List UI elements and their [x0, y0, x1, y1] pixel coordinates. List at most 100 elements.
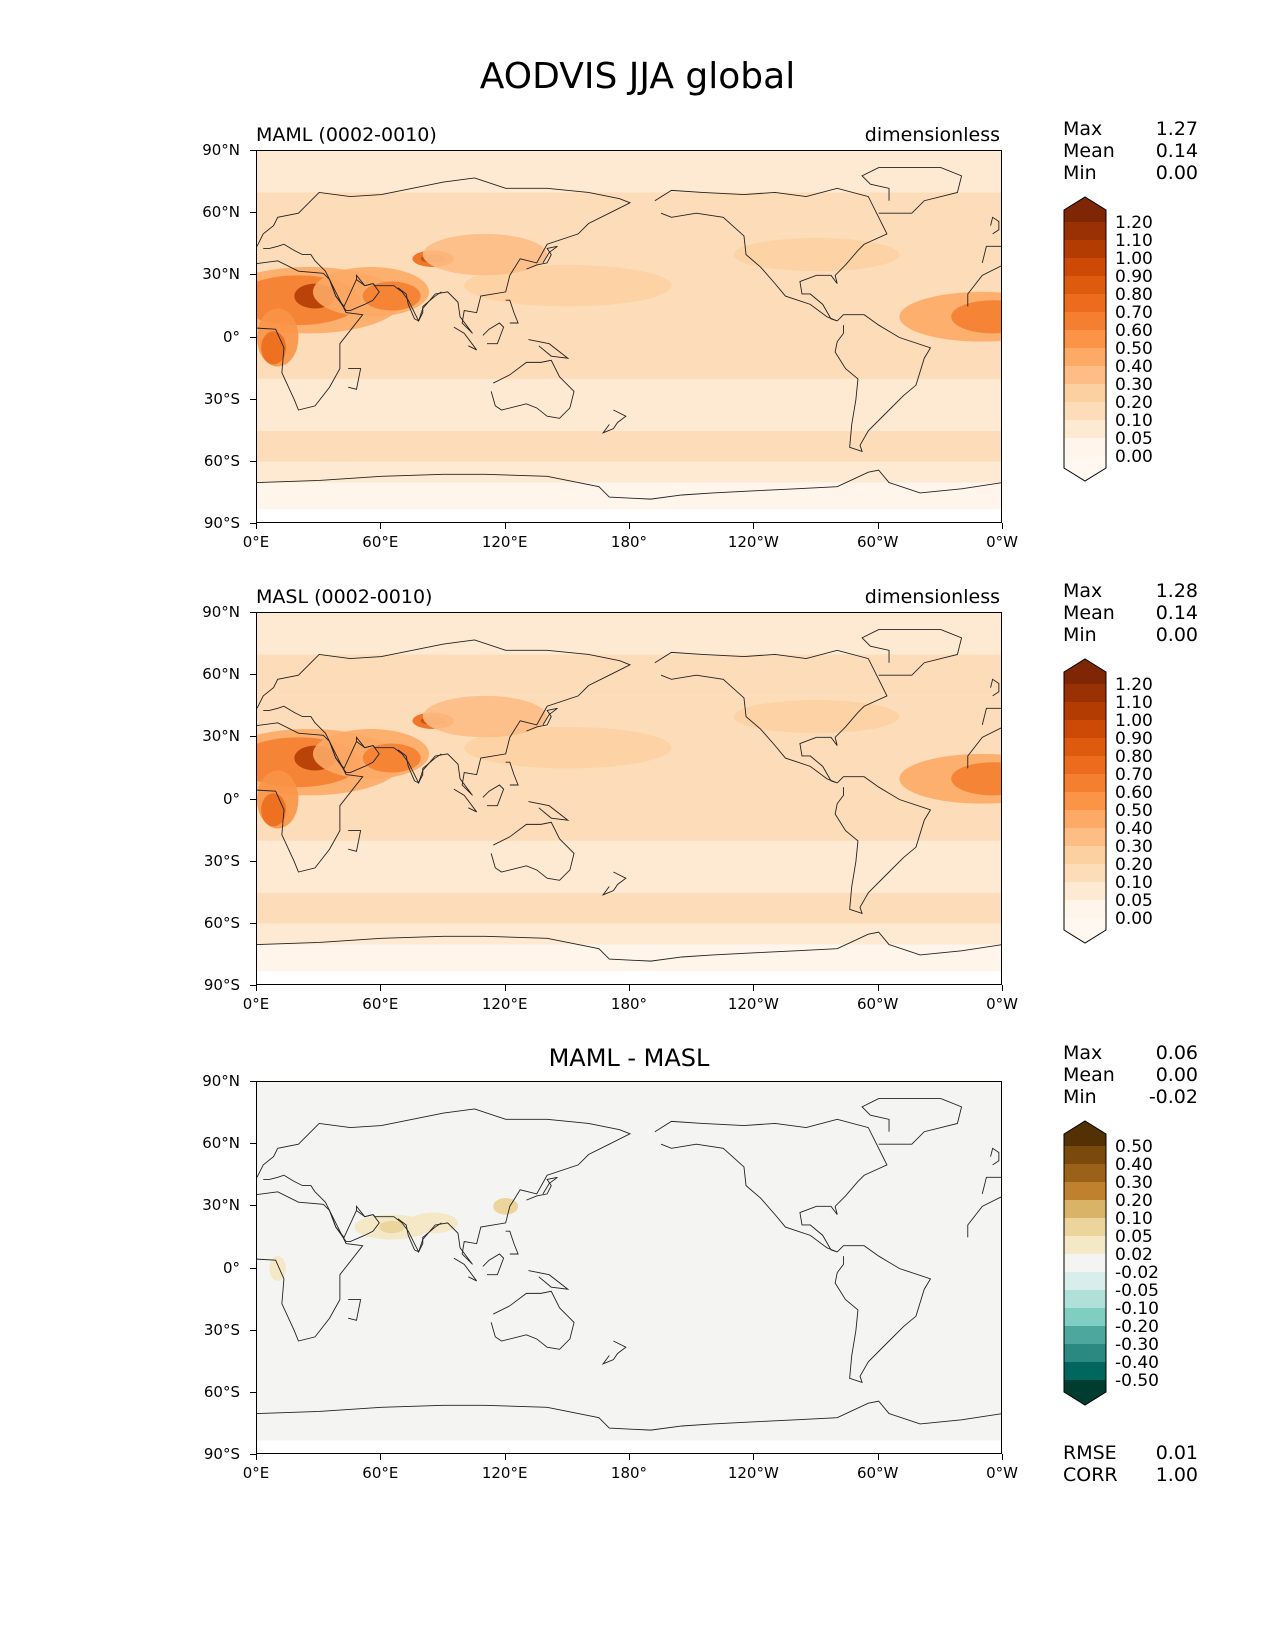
lon-tick-label: 0°W [986, 1464, 1018, 1482]
coastline [453, 326, 478, 351]
colorbar-label: 0.90 [1115, 729, 1153, 749]
coastline [990, 216, 1000, 235]
coastline [861, 629, 963, 676]
stat-row: RMSE 0.01 [1063, 1442, 1198, 1464]
lon-tick [1002, 523, 1003, 529]
colorbar-segment [1064, 1362, 1106, 1380]
lon-tick [380, 985, 382, 991]
coastline [526, 245, 558, 270]
lon-tick-label: 120°W [727, 995, 779, 1013]
colorbar-label: 1.00 [1115, 249, 1153, 269]
lat-tick-label: 30°N [202, 265, 240, 284]
colorbar-segment [1064, 1326, 1106, 1344]
colorbar-label: 0.40 [1115, 357, 1153, 377]
stat-value: 0.00 [1155, 162, 1198, 184]
lon-tick-label: 0°E [242, 533, 270, 551]
colorbar-segment [1064, 240, 1106, 258]
stat-row: Max 1.28 [1063, 580, 1198, 602]
lon-tick [877, 1454, 879, 1460]
colorbar-segment [1064, 828, 1106, 846]
lon-tick [877, 985, 879, 991]
coastline [654, 649, 888, 784]
field-contour [464, 264, 672, 307]
coastline [348, 1299, 362, 1321]
colorbar-label: -0.50 [1115, 1371, 1159, 1391]
lat-tick [250, 523, 256, 524]
lat-tick-label: 60°N [202, 203, 240, 222]
stat-value: 0.14 [1155, 140, 1198, 162]
field-band [257, 613, 1001, 655]
colorbar-segment [1064, 420, 1106, 438]
colorbar-label: 0.90 [1115, 267, 1153, 287]
lat-tick [250, 460, 256, 462]
colorbar-label: -0.10 [1115, 1299, 1159, 1319]
colorbar-segment [1064, 1308, 1106, 1326]
coastline [453, 788, 478, 813]
map-panel-2: MASL (0002-0010) dimensionless 90°N 60°N 30°… [0, 580, 1275, 1052]
colorbar-segment [1064, 738, 1106, 756]
field-contour [464, 726, 672, 769]
colorbar-label: 0.30 [1115, 1173, 1153, 1193]
field-band [257, 430, 1001, 462]
coastline [490, 359, 575, 419]
colorbar-segment [1064, 882, 1106, 900]
colorbar-label: -0.30 [1115, 1335, 1159, 1355]
lat-tick [250, 1143, 256, 1145]
colorbar-segment [1064, 900, 1106, 918]
field-contour [422, 233, 548, 276]
coastline [348, 830, 362, 852]
colorbar-segment [1064, 1200, 1106, 1218]
lat-tick-label: 60°N [202, 1134, 240, 1153]
field-band [257, 378, 1001, 431]
lon-tick-label: 60°E [362, 995, 399, 1013]
lon-tick-label: 60°W [856, 1464, 899, 1482]
panel-left-title: MAML (0002-0010) [256, 124, 437, 146]
lat-tick-label: 60°S [203, 451, 240, 470]
lat-tick-label: 0° [222, 1258, 240, 1277]
stat-row: Min -0.02 [1063, 1086, 1198, 1108]
stat-value: 0.01 [1155, 1442, 1198, 1464]
lat-tick [250, 274, 256, 276]
field-band [257, 461, 1001, 483]
lat-tick [250, 922, 256, 924]
stat-row: Mean 0.14 [1063, 602, 1198, 624]
colorbar [1063, 658, 1107, 950]
lon-tick [753, 985, 755, 991]
colorbar-segment [1064, 312, 1106, 330]
lon-tick-label: 180° [610, 995, 648, 1013]
lon-tick-label: 180° [610, 533, 648, 551]
field-contour [379, 1220, 405, 1234]
colorbar-segment [1064, 702, 1106, 720]
colorbar-outline [1063, 196, 1107, 482]
stat-label: Max [1063, 118, 1103, 140]
stat-value: 1.28 [1155, 580, 1198, 602]
coastline [528, 801, 570, 821]
lon-tick [629, 985, 630, 991]
error-stats-block: RMSE 0.01 CORR 1.00 [1063, 1442, 1198, 1486]
lat-tick-label: 30°N [202, 1196, 240, 1215]
lat-tick-label: 90°N [202, 603, 240, 621]
colorbar-segment [1064, 330, 1106, 348]
colorbar-label: 0.05 [1115, 429, 1153, 449]
stat-row: CORR 1.00 [1063, 1464, 1198, 1486]
colorbar-label: 0.60 [1115, 321, 1153, 341]
map-plot [256, 612, 1002, 985]
colorbar-label: 1.00 [1115, 711, 1153, 731]
coastline [329, 279, 380, 312]
colorbar-label: 0.40 [1115, 1155, 1153, 1175]
lon-tick-label: 60°W [856, 533, 899, 551]
stat-value: 1.27 [1155, 118, 1198, 140]
coastline [834, 314, 932, 453]
colorbar-segment [1064, 1164, 1106, 1182]
colorbar-label: 1.10 [1115, 693, 1153, 713]
colorbar-label: 0.50 [1115, 1137, 1153, 1157]
coastline [601, 871, 627, 896]
coastline [482, 784, 505, 807]
colorbar-segment [1064, 810, 1106, 828]
colorbar-extend-min [1064, 456, 1106, 481]
field-band [257, 840, 1001, 893]
colorbar-extend-min [1064, 1380, 1106, 1405]
map-plot [256, 150, 1002, 523]
lon-tick [256, 985, 257, 991]
stats-block: Max 0.06 Mean 0.00 Min -0.02 [1063, 1042, 1198, 1108]
